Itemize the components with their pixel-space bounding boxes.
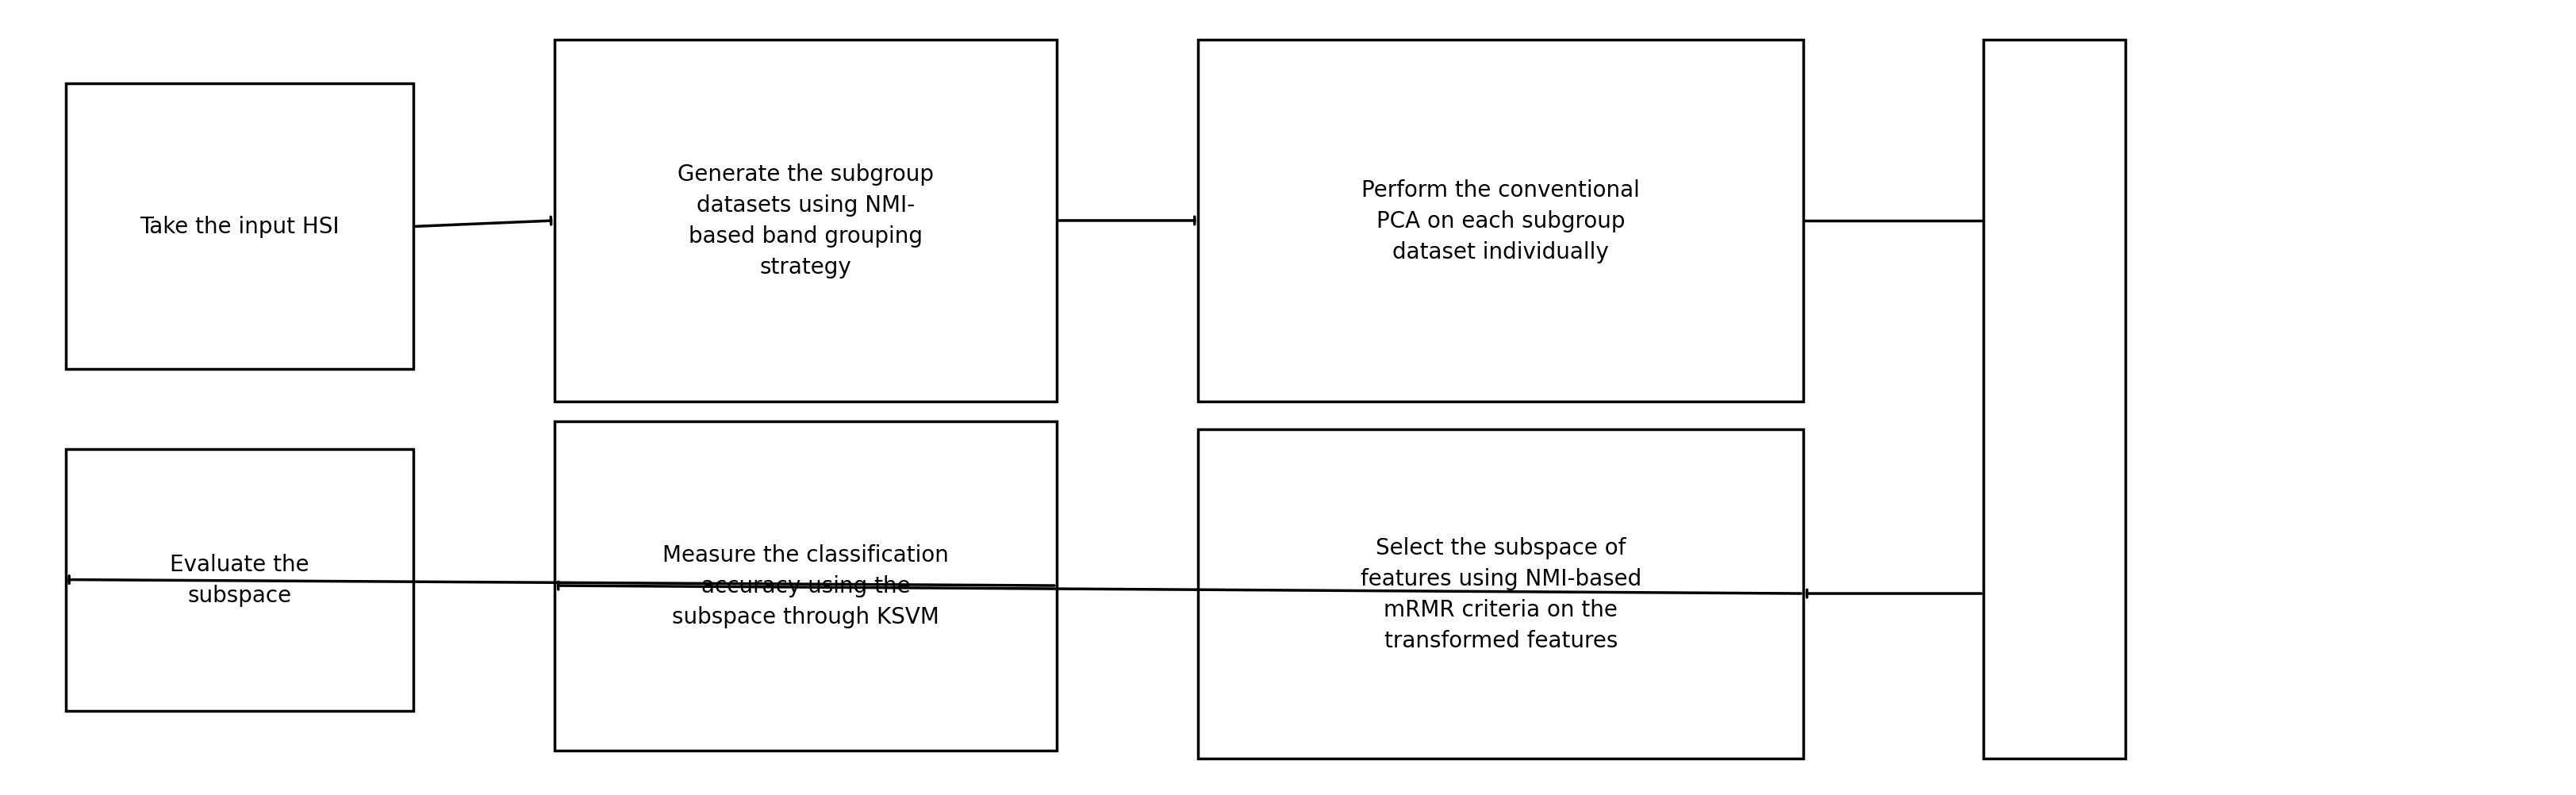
Text: Measure the classification
accuracy using the
subspace through KSVM: Measure the classification accuracy usin… bbox=[662, 544, 948, 628]
Text: Take the input HSI: Take the input HSI bbox=[139, 216, 340, 238]
FancyBboxPatch shape bbox=[1198, 41, 1803, 401]
FancyBboxPatch shape bbox=[64, 449, 412, 711]
FancyBboxPatch shape bbox=[554, 421, 1056, 750]
FancyBboxPatch shape bbox=[554, 41, 1056, 401]
Text: Generate the subgroup
datasets using NMI-
based band grouping
strategy: Generate the subgroup datasets using NMI… bbox=[677, 164, 933, 278]
Text: Select the subspace of
features using NMI-based
mRMR criteria on the
transformed: Select the subspace of features using NM… bbox=[1360, 537, 1641, 651]
FancyBboxPatch shape bbox=[1984, 41, 2125, 758]
FancyBboxPatch shape bbox=[1198, 429, 1803, 758]
Text: Evaluate the
subspace: Evaluate the subspace bbox=[170, 553, 309, 607]
Text: Perform the conventional
PCA on each subgroup
dataset individually: Perform the conventional PCA on each sub… bbox=[1360, 179, 1638, 263]
FancyBboxPatch shape bbox=[64, 84, 412, 370]
